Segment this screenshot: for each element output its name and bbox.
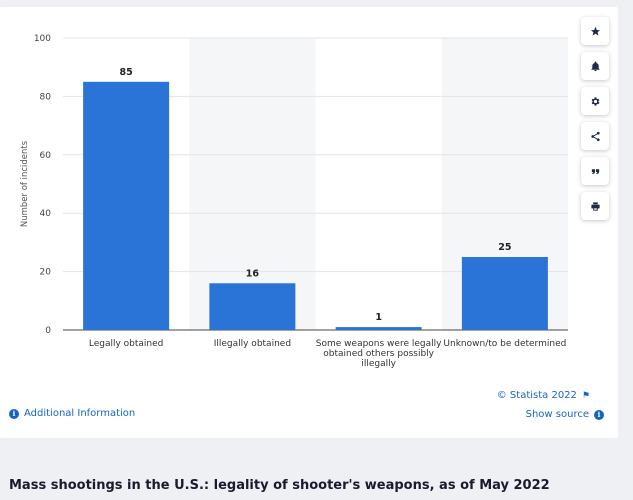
show-source-link[interactable]: Show source i (526, 409, 604, 420)
gear-icon (591, 96, 599, 106)
bell-icon (590, 60, 600, 71)
bar (83, 81, 170, 330)
additional-information-label: Additional Information (24, 408, 136, 419)
data-label: 85 (120, 67, 133, 78)
chart-toolbar (581, 17, 609, 227)
cite-button[interactable] (581, 157, 609, 185)
y-axis-label: Number of incidents (20, 140, 30, 227)
data-label: 16 (246, 268, 260, 279)
data-label: 25 (498, 242, 511, 253)
share-button[interactable] (581, 122, 609, 150)
y-tick-label: 0 (45, 326, 51, 336)
favorite-button[interactable] (581, 17, 609, 45)
flag-icon: ⚑ (581, 391, 590, 401)
print-button[interactable] (581, 192, 609, 220)
credit-text: © Statista 2022 (496, 390, 577, 401)
statista-credit[interactable]: © Statista 2022 ⚑ (497, 390, 590, 401)
y-tick-label: 20 (40, 268, 52, 278)
star-icon (590, 26, 600, 36)
notification-button[interactable] (581, 52, 609, 80)
show-source-label: Show source (525, 409, 589, 420)
category-band (189, 38, 316, 330)
x-tick-label: Some weapons were legally obtained others… (316, 339, 442, 369)
y-tick-label: 60 (40, 151, 52, 161)
x-tick-label: Unknown/to be determined (443, 339, 566, 349)
quote-icon (591, 168, 599, 174)
info-icon: i (594, 409, 604, 420)
bar (209, 283, 296, 330)
y-tick-label: 80 (40, 92, 52, 102)
print-icon (590, 201, 600, 211)
settings-button[interactable] (581, 87, 609, 115)
y-tick-label: 100 (34, 34, 51, 44)
data-label: 1 (375, 312, 382, 323)
additional-information-link[interactable]: i Additional Information (9, 408, 135, 419)
bar-chart: 0 20 40 60 80 100 Number of incidents 85 Legally… (20, 34, 568, 369)
chart-caption: Mass shootings in the U.S.: legality of … (9, 478, 550, 493)
bar (335, 327, 422, 330)
y-tick-label: 40 (40, 209, 52, 219)
x-tick-label: Legally obtained (89, 339, 164, 349)
info-icon: i (9, 408, 19, 419)
x-tick-label: Illegally obtained (214, 339, 291, 349)
bar (461, 257, 548, 330)
share-icon (590, 131, 600, 141)
chart-card: 0 20 40 60 80 100 Number of incidents 85 Legally… (0, 7, 618, 438)
